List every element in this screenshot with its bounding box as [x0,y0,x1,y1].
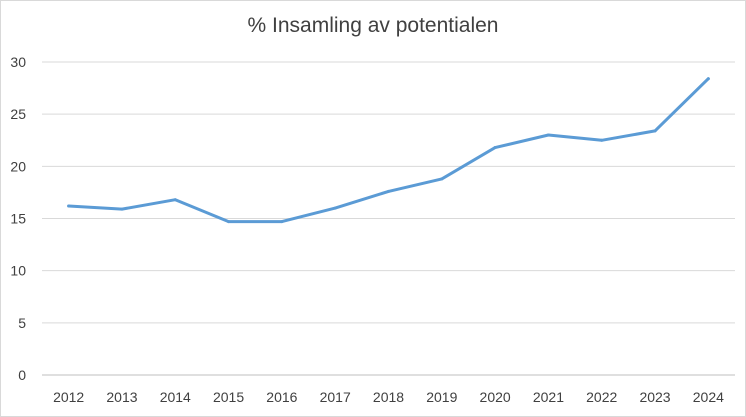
data-point [706,77,710,81]
data-point [173,198,177,202]
series-line [67,77,710,224]
y-tick-label: 5 [18,315,26,331]
x-tick-label: 2024 [693,389,724,405]
gridlines [42,61,735,376]
data-point [440,177,444,181]
x-tick-label: 2012 [53,389,84,405]
x-tick-label: 2013 [106,389,137,405]
x-tick-label: 2017 [320,389,351,405]
data-point [227,220,231,224]
series-layer [67,77,710,224]
y-tick-label: 25 [10,106,26,122]
x-tick-label: 2016 [266,389,297,405]
y-tick-label: 15 [10,211,26,227]
x-tick-label: 2018 [373,389,404,405]
y-tick-label: 10 [10,263,26,279]
data-point [280,220,284,224]
y-tick-label: 20 [10,158,26,174]
y-axis-tick-labels: 0 5 10 15 20 25 30 [10,54,26,383]
data-point [333,206,337,210]
data-point [120,207,124,211]
x-tick-label: 2021 [533,389,564,405]
chart-title: % Insamling av potentialen [247,14,499,37]
data-point [493,146,497,150]
data-point [67,204,71,208]
data-point [600,138,604,142]
x-axis-tick-labels: 2012 2013 2014 2015 2016 2017 2018 2019 2020 2021… [53,389,724,405]
x-tick-label: 2015 [213,389,244,405]
x-tick-label: 2014 [160,389,191,405]
x-tick-label: 2023 [639,389,670,405]
x-tick-label: 2019 [426,389,457,405]
x-tick-label: 2022 [586,389,617,405]
x-tick-label: 2020 [480,389,511,405]
data-point [653,129,657,133]
data-point [387,189,390,193]
y-tick-label: 30 [10,54,26,70]
data-point [546,133,550,137]
y-tick-label: 0 [18,367,26,383]
